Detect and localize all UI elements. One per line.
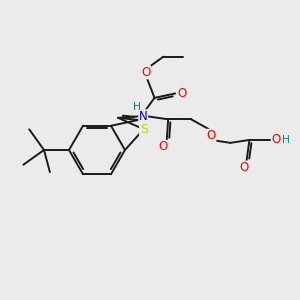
Text: H: H (133, 102, 141, 112)
Text: O: O (207, 129, 216, 142)
Text: O: O (141, 66, 150, 79)
Text: O: O (177, 87, 186, 100)
Text: N: N (139, 110, 148, 123)
Text: H: H (282, 135, 290, 145)
Text: S: S (140, 123, 148, 136)
Text: O: O (271, 134, 280, 146)
Text: O: O (239, 161, 248, 174)
Text: O: O (159, 140, 168, 154)
